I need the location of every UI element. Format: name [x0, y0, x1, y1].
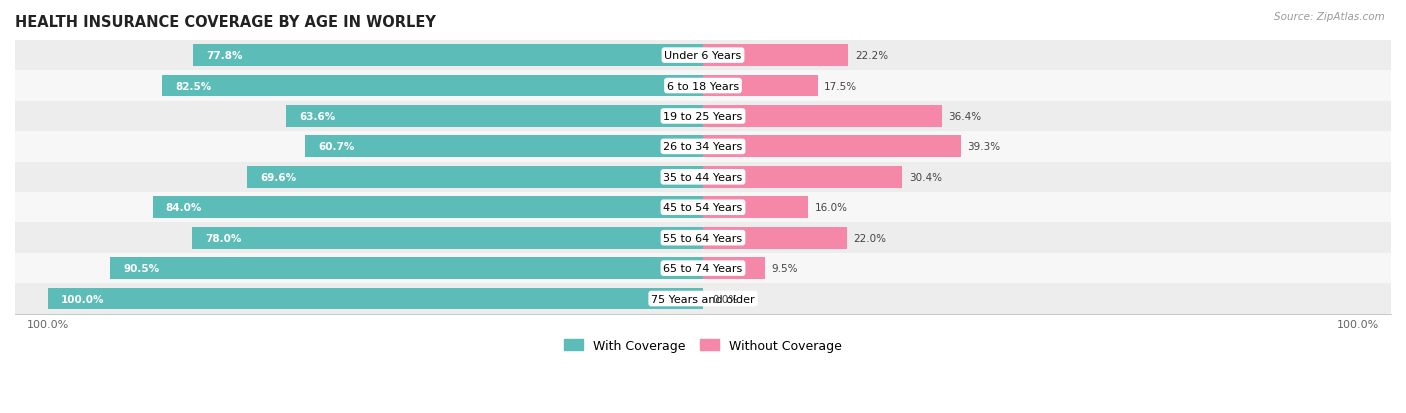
Text: 0.0%: 0.0%	[713, 294, 740, 304]
Bar	[15, 223, 1391, 253]
Bar	[15, 192, 1391, 223]
Bar	[15, 284, 1391, 314]
Text: 22.0%: 22.0%	[853, 233, 887, 243]
Bar	[48, 288, 703, 310]
Text: 26 to 34 Years: 26 to 34 Years	[664, 142, 742, 152]
Bar	[703, 106, 942, 128]
Bar	[153, 197, 703, 218]
Text: 17.5%: 17.5%	[824, 81, 858, 91]
Bar	[287, 106, 703, 128]
Bar	[191, 227, 703, 249]
Bar	[703, 166, 903, 188]
Text: 35 to 44 Years: 35 to 44 Years	[664, 172, 742, 183]
Text: 75 Years and older: 75 Years and older	[651, 294, 755, 304]
Text: 55 to 64 Years: 55 to 64 Years	[664, 233, 742, 243]
Text: 78.0%: 78.0%	[205, 233, 242, 243]
Text: 60.7%: 60.7%	[318, 142, 354, 152]
Bar	[15, 132, 1391, 162]
Text: HEALTH INSURANCE COVERAGE BY AGE IN WORLEY: HEALTH INSURANCE COVERAGE BY AGE IN WORL…	[15, 15, 436, 30]
Bar	[15, 162, 1391, 192]
Text: 63.6%: 63.6%	[299, 112, 336, 122]
Text: 45 to 54 Years: 45 to 54 Years	[664, 203, 742, 213]
Bar	[247, 166, 703, 188]
Bar	[110, 258, 703, 279]
Bar	[703, 76, 818, 97]
Bar	[15, 41, 1391, 71]
Text: 65 to 74 Years: 65 to 74 Years	[664, 263, 742, 273]
Bar	[193, 45, 703, 67]
Text: 36.4%: 36.4%	[948, 112, 981, 122]
Text: 100.0%: 100.0%	[60, 294, 104, 304]
Text: 22.2%: 22.2%	[855, 51, 889, 61]
Text: 90.5%: 90.5%	[124, 263, 159, 273]
Text: 39.3%: 39.3%	[967, 142, 1000, 152]
Bar	[15, 71, 1391, 102]
Text: 82.5%: 82.5%	[176, 81, 212, 91]
Bar	[703, 136, 960, 158]
Bar	[703, 45, 848, 67]
Bar	[15, 102, 1391, 132]
Text: 16.0%: 16.0%	[814, 203, 848, 213]
Text: Source: ZipAtlas.com: Source: ZipAtlas.com	[1274, 12, 1385, 22]
Text: 30.4%: 30.4%	[908, 172, 942, 183]
Bar	[305, 136, 703, 158]
Text: 6 to 18 Years: 6 to 18 Years	[666, 81, 740, 91]
Bar	[703, 227, 848, 249]
Bar	[703, 197, 808, 218]
Legend: With Coverage, Without Coverage: With Coverage, Without Coverage	[560, 334, 846, 357]
Text: 19 to 25 Years: 19 to 25 Years	[664, 112, 742, 122]
Text: 77.8%: 77.8%	[207, 51, 243, 61]
Bar	[163, 76, 703, 97]
Bar	[703, 258, 765, 279]
Text: 84.0%: 84.0%	[166, 203, 202, 213]
Text: 9.5%: 9.5%	[772, 263, 799, 273]
Bar	[15, 253, 1391, 284]
Text: 69.6%: 69.6%	[260, 172, 297, 183]
Text: Under 6 Years: Under 6 Years	[665, 51, 741, 61]
